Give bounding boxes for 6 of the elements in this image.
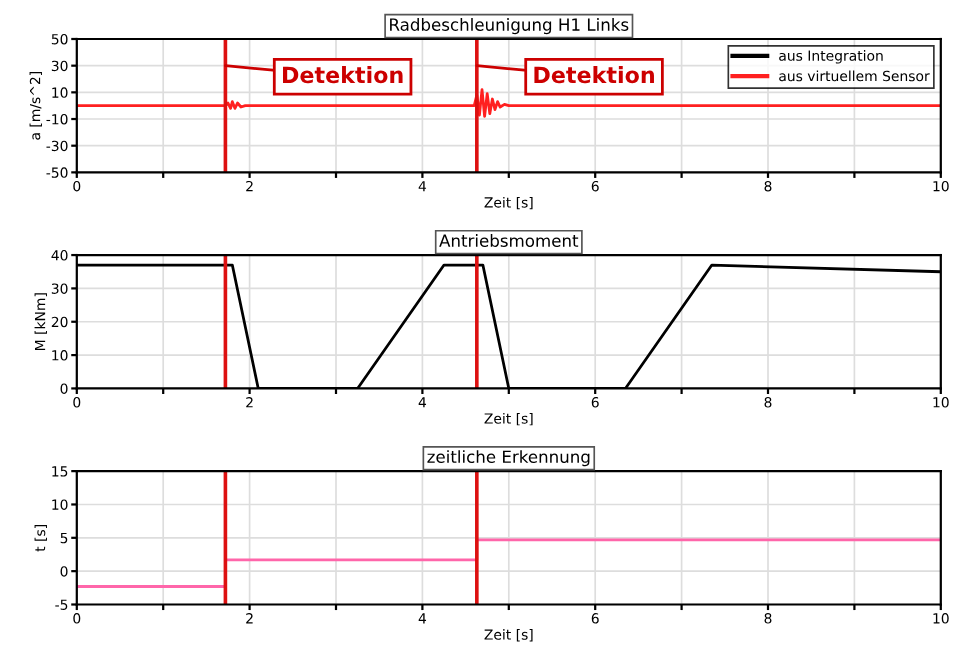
chart-title: Radbeschleunigung H1 Links <box>390 18 629 35</box>
annotation: Detektion <box>283 66 403 84</box>
annotation: Detektion <box>534 66 654 84</box>
line-series <box>76 88 941 118</box>
chart-title: Antriebsmoment <box>439 234 579 247</box>
chart-title: zeitliche Erkennung <box>427 450 590 467</box>
